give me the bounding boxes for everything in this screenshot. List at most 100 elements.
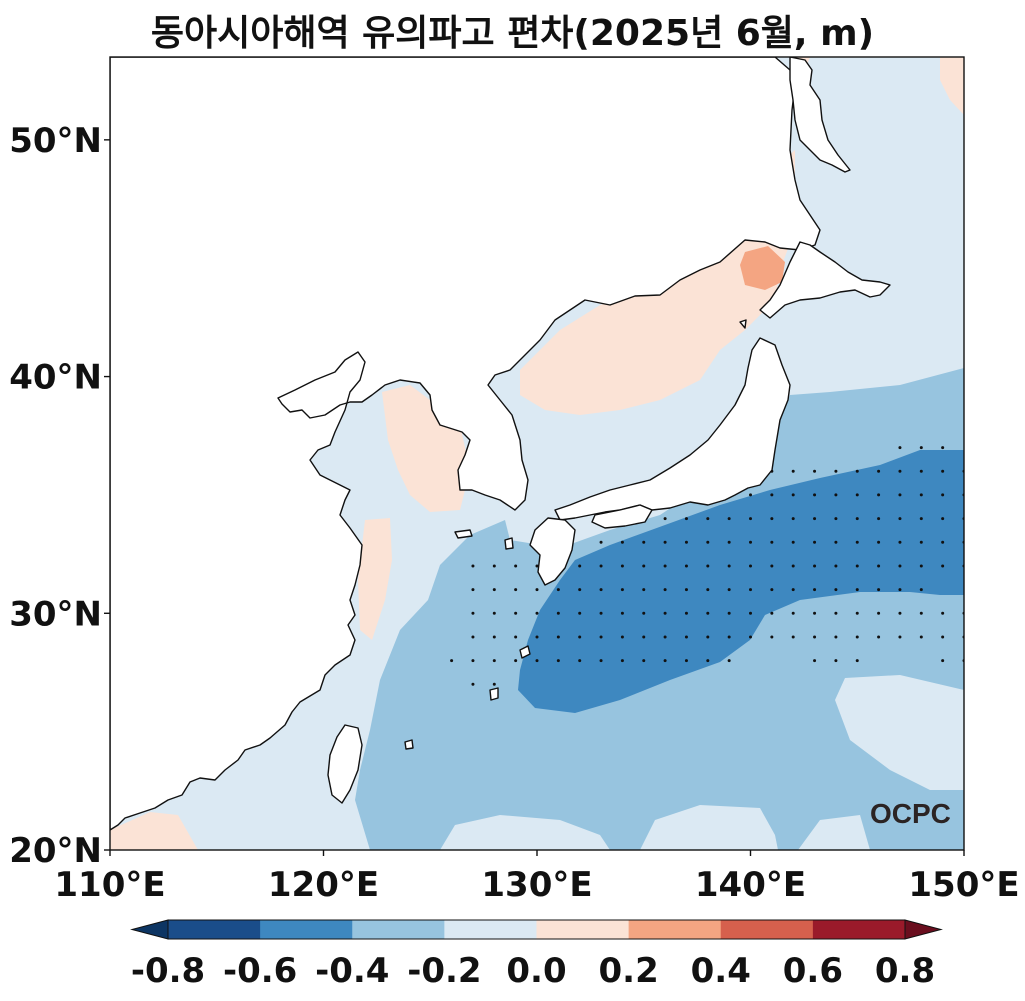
stipple-dot	[684, 659, 688, 663]
stipple-dot	[898, 493, 902, 497]
stipple-dot	[770, 493, 774, 497]
lon-tick-label: 140°E	[695, 865, 806, 905]
stipple-dot	[813, 588, 817, 592]
stipple-dot	[578, 635, 582, 639]
lat-tick-label: 30°N	[9, 594, 102, 634]
stipple-dot	[684, 611, 688, 615]
stipple-dot	[855, 635, 859, 639]
stipple-dot	[898, 446, 902, 450]
colorbar-tick-label: 0.4	[691, 951, 751, 991]
stipple-dot	[813, 493, 817, 497]
stipple-dot	[514, 611, 518, 615]
map-title: 동아시아해역 유의파고 편차(2025년 6월, m)	[150, 13, 875, 54]
colorbar-tick-label: 0.2	[599, 951, 659, 991]
stipple-dot	[578, 588, 582, 592]
stipple-dot	[855, 659, 859, 663]
stipple-dot	[663, 588, 667, 592]
stipple-dot	[941, 564, 945, 568]
stipple-dot	[898, 635, 902, 639]
stipple-dot	[642, 588, 646, 592]
stipple-dot	[599, 659, 603, 663]
stipple-dot	[941, 635, 945, 639]
honshu	[554, 337, 791, 521]
stipple-dot	[749, 517, 752, 521]
ocpc-logo: OCPC	[870, 798, 951, 829]
colorbar-segment	[352, 920, 445, 939]
weak-anomaly-patch	[798, 815, 870, 850]
stipple-dot	[727, 540, 731, 544]
stipple-dot	[855, 588, 859, 592]
stipple-dot	[834, 493, 838, 497]
stipple-dot	[855, 469, 859, 473]
stipple-dot	[749, 635, 752, 639]
stipple-dot	[791, 517, 795, 521]
stipple-dot	[706, 564, 710, 568]
stipple-dot	[684, 540, 688, 544]
colorbar-tick-label: -0.6	[223, 951, 297, 991]
sakhalin	[789, 57, 851, 173]
stipple-dot	[556, 611, 560, 615]
stipple-dot	[791, 564, 795, 568]
stipple-dot	[620, 588, 624, 592]
stipple-dot	[514, 659, 518, 663]
lat-tick-label: 20°N	[9, 831, 102, 871]
latitude-axis: 20°N 30°N 40°N 50°N	[9, 121, 110, 871]
stipple-dot	[642, 635, 646, 639]
stipple-dot	[663, 611, 667, 615]
stipple-dot	[620, 564, 624, 568]
stipple-dot	[556, 659, 560, 663]
stipple-dot	[706, 611, 710, 615]
stipple-dot	[941, 540, 945, 544]
stipple-dot	[642, 540, 646, 544]
stipple-dot	[727, 588, 731, 592]
stipple-dot	[450, 659, 454, 663]
stipple-dot	[663, 635, 667, 639]
stipple-dot	[770, 635, 774, 639]
anomaly-field	[110, 57, 964, 850]
stipple-dot	[578, 564, 582, 568]
stipple-dot	[684, 517, 688, 521]
positive-anomaly-strong-patch	[740, 246, 785, 290]
stipple-dot	[727, 611, 731, 615]
stipple-dot	[578, 659, 582, 663]
stipple-dot	[492, 682, 496, 686]
stipple-dot	[877, 588, 881, 592]
longitude-axis: 110°E 120°E 130°E 140°E 150°E	[54, 850, 1020, 905]
stipple-dot	[535, 611, 539, 615]
stipple-dot	[791, 611, 795, 615]
stipple-dot	[813, 635, 817, 639]
stipple-dot	[770, 588, 774, 592]
stipple-dot	[813, 659, 817, 663]
stipple-dot	[663, 659, 667, 663]
stipple-dot	[898, 469, 902, 473]
stipple-dot	[770, 564, 774, 568]
stipple-dot	[770, 611, 774, 615]
stipple-dot	[919, 469, 923, 473]
significance-stippling	[450, 446, 964, 686]
colorbar-tick-label: -0.2	[407, 951, 481, 991]
stipple-dot	[556, 635, 560, 639]
stipple-dot	[727, 659, 731, 663]
stipple-dot	[877, 611, 881, 615]
stipple-dot	[599, 611, 603, 615]
stipple-dot	[620, 635, 624, 639]
stipple-dot	[599, 564, 603, 568]
stipple-dot	[535, 659, 539, 663]
stipple-dot	[877, 493, 881, 497]
stipple-dot	[471, 635, 475, 639]
stipple-dot	[642, 611, 646, 615]
stipple-dot	[535, 564, 539, 568]
stipple-dot	[834, 611, 838, 615]
colorbar-tick-label: 0.0	[506, 951, 566, 991]
stipple-dot	[877, 540, 881, 544]
land	[110, 57, 891, 831]
stipple-dot	[770, 540, 774, 544]
stipple-dot	[492, 611, 496, 615]
stipple-dot	[941, 611, 945, 615]
stipple-dot	[855, 564, 859, 568]
stipple-dot	[492, 588, 496, 592]
colorbar-segment	[168, 920, 261, 939]
colorbar-segment	[628, 920, 722, 939]
stipple-dot	[706, 659, 710, 663]
